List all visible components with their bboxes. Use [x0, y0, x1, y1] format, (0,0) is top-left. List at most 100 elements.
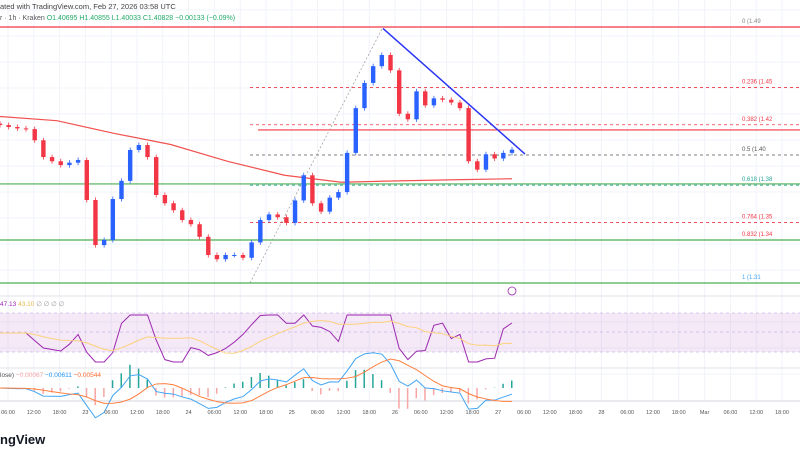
macd-histogram-bar	[294, 382, 296, 388]
macd-legend: lose) −0.00067 −0.00611 −0.00544	[0, 372, 101, 379]
time-axis-label: 25	[289, 410, 295, 416]
alert-icon	[507, 286, 517, 296]
macd-histogram-bar	[68, 388, 70, 389]
macd-histogram-bar	[363, 369, 365, 388]
macd-histogram-bar	[241, 381, 244, 388]
macd-histogram-bar	[424, 388, 426, 401]
macd-hist: −0.00067	[15, 372, 44, 379]
candle-body	[136, 145, 142, 150]
macd-line-value: −0.00611	[45, 372, 72, 379]
macd-histogram-bar	[328, 388, 331, 391]
rsi-ma-line	[0, 320, 513, 354]
candle-body	[162, 194, 168, 204]
bearish-trendline	[382, 27, 526, 155]
time-axis-label: 06:00	[311, 410, 325, 416]
time-axis-label: 06:00	[1, 410, 15, 416]
macd-histogram-bar	[432, 388, 435, 396]
macd-histogram-bar	[198, 388, 201, 396]
candle-body	[275, 214, 280, 218]
candle-body	[41, 140, 46, 158]
candle-body	[84, 160, 89, 201]
candle-body	[405, 113, 411, 120]
macd-histogram-bar	[146, 379, 149, 388]
macd-histogram-bar	[511, 380, 513, 388]
macd-histogram-bar	[215, 388, 218, 394]
candle-body	[318, 203, 324, 212]
candle-body	[457, 102, 463, 109]
candle-body	[188, 220, 194, 225]
time-axis-label: 18:00	[569, 410, 583, 416]
candle-body	[492, 154, 497, 159]
macd-histogram-bar	[276, 380, 279, 388]
fib-level-label: 0.764 (1.35	[742, 215, 773, 221]
rsi-legend: 47.13 43.10 ∅ ∅ ∅ ∅	[0, 300, 64, 308]
candle-body	[240, 254, 246, 258]
time-axis-label: 12:00	[233, 410, 247, 416]
macd-histogram-bar	[94, 388, 96, 406]
candle-body	[258, 220, 263, 243]
macd-histogram-bar	[398, 388, 400, 409]
time-axis-label: 12:00	[543, 410, 557, 416]
macd-histogram-bar	[450, 388, 452, 393]
time-axis-label: 12:00	[440, 410, 454, 416]
candle-body	[223, 254, 228, 260]
macd-histogram-bar	[77, 386, 79, 388]
time-axis-label: 06:00	[208, 410, 222, 416]
candle-body	[266, 214, 272, 221]
time-axis-label: 12:00	[749, 410, 763, 416]
candle-body	[249, 242, 254, 258]
time-axis-label: 18:00	[466, 410, 480, 416]
time-axis-label: 28	[598, 410, 604, 416]
macd-histogram-bar	[111, 380, 114, 388]
time-axis-label: 18:00	[53, 410, 67, 416]
candle-body	[58, 161, 63, 166]
candle-body	[0, 123, 3, 126]
fib-level-label: 0.5 (1.40	[742, 147, 766, 153]
candle-body	[75, 160, 81, 163]
ohlc-values: O1.40695 H1.40855 L1.40033 C1.40828 −0.0…	[46, 15, 236, 22]
macd-label: lose)	[0, 372, 15, 379]
candle-body	[154, 157, 159, 195]
macd-histogram-bar	[224, 387, 227, 388]
candle-body	[440, 98, 445, 100]
time-axis-label: 06:00	[104, 410, 118, 416]
macd-histogram-bar	[189, 388, 192, 395]
candle-body	[396, 70, 402, 114]
rsi-ma-value: 43.10	[18, 301, 35, 308]
macd-histogram-bar	[320, 388, 322, 395]
candle-body	[110, 199, 116, 241]
fib-level-label: 0.618 (1.38	[742, 177, 773, 183]
macd-signal-value: −0.00544	[73, 372, 101, 379]
macd-histogram-bar	[259, 373, 261, 388]
fib-level-label: 0.832 (1.34	[742, 232, 773, 238]
candle-body	[15, 127, 20, 129]
candle-body	[23, 128, 29, 130]
macd-histogram-bar	[207, 388, 209, 398]
time-axis-label: 23	[82, 410, 88, 416]
candle-body	[145, 145, 150, 158]
candle-body	[466, 108, 471, 162]
time-axis-label: 18:00	[156, 410, 170, 416]
time-axis-label: 06:00	[414, 410, 428, 416]
macd-histogram-bar	[406, 388, 409, 409]
macd-signal-line	[0, 358, 513, 404]
candle-body	[180, 210, 185, 221]
time-axis-label: 06:00	[517, 410, 531, 416]
macd-histogram-bar	[476, 388, 478, 400]
time-axis-label: 27	[495, 410, 501, 416]
candle-body	[206, 236, 211, 255]
time-axis-label: 06:00	[724, 410, 738, 416]
candle-body	[67, 162, 72, 166]
time-axis-label: 18:00	[362, 410, 376, 416]
chart-source-caption: ated with TradingView.com, Feb 27, 2026 …	[0, 2, 176, 11]
tradingview-logo: ngView	[0, 432, 46, 447]
candle-body	[292, 200, 298, 223]
macd-histogram-bar	[120, 373, 122, 388]
macd-histogram-bar	[346, 380, 348, 388]
rsi-extras: ∅ ∅ ∅ ∅	[36, 301, 65, 308]
macd-histogram-bar	[250, 377, 253, 388]
macd-histogram-bar	[59, 388, 62, 392]
fib-level-label: 0.382 (1.42	[742, 117, 773, 123]
symbol-info: r · 1h · Kraken	[0, 15, 45, 22]
